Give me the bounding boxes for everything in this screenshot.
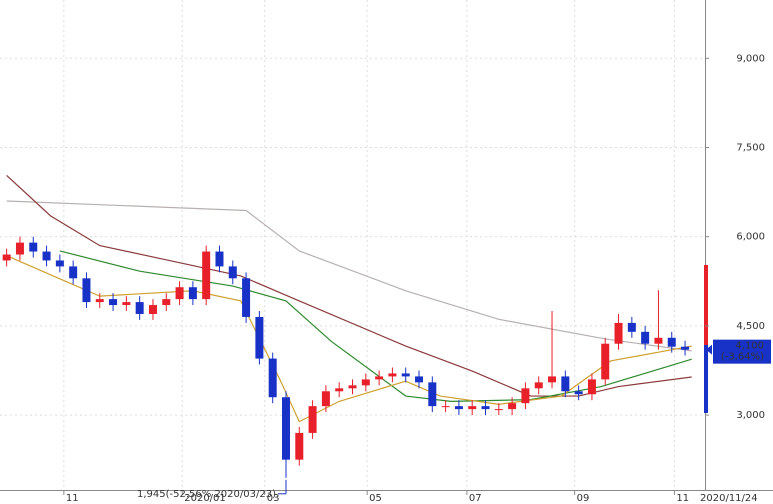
candle-body xyxy=(228,266,237,279)
candle-body xyxy=(654,337,663,344)
last-change: (-3.64%) xyxy=(721,352,764,363)
candle-body xyxy=(614,322,623,344)
candle-body xyxy=(109,299,118,306)
candle-body xyxy=(454,406,463,410)
candle-body xyxy=(175,287,184,300)
x-tick-label: 11 xyxy=(676,493,689,504)
x-tick-label: 03 xyxy=(267,493,280,504)
moving-average-line xyxy=(6,174,692,397)
candle-body xyxy=(15,242,24,255)
candle-body xyxy=(268,358,277,398)
last-price: 4,100 xyxy=(735,341,764,352)
candle-body xyxy=(242,278,251,317)
candle-body xyxy=(95,299,104,303)
candle-body xyxy=(548,376,557,383)
candle-body xyxy=(69,266,78,279)
candle-body xyxy=(508,403,517,410)
x-tick-label: 05 xyxy=(369,493,382,504)
y-tick-label: 3,000 xyxy=(736,410,765,421)
candle-body xyxy=(627,322,636,332)
x-tick-label: 07 xyxy=(469,493,482,504)
candle-body xyxy=(29,242,38,252)
candle-body xyxy=(401,373,410,377)
candle-body xyxy=(574,391,583,395)
candle-body xyxy=(441,406,450,408)
candle-body xyxy=(122,302,131,306)
current-date: 2020/11/24 xyxy=(700,493,758,504)
candle-body xyxy=(587,379,596,395)
candle-body xyxy=(281,397,290,460)
candle-body xyxy=(335,388,344,392)
candle-body xyxy=(681,346,690,350)
candle-body xyxy=(641,331,650,344)
candle-body xyxy=(494,409,503,411)
y-tick-label: 6,000 xyxy=(736,232,765,243)
candle-body xyxy=(481,406,490,410)
candle-body xyxy=(188,287,197,300)
candle-body xyxy=(42,251,51,261)
candle-body xyxy=(162,299,171,306)
candle-body xyxy=(375,376,384,380)
y-tick-label: 7,500 xyxy=(736,142,765,153)
candle-body xyxy=(55,260,64,267)
candle-body xyxy=(561,376,570,392)
candle-body xyxy=(601,343,610,380)
candle-body xyxy=(667,337,676,347)
candle-body xyxy=(348,385,357,389)
x-tick-label: 11 xyxy=(66,493,79,504)
candle-body xyxy=(202,251,211,300)
candle-body xyxy=(135,302,144,314)
candle-body xyxy=(2,254,11,261)
candle-body xyxy=(468,406,477,410)
candle-body xyxy=(82,278,91,303)
candle-body xyxy=(388,373,397,377)
x-tick-label: 09 xyxy=(577,493,590,504)
candle-body xyxy=(521,388,530,404)
range-bar-down xyxy=(704,345,708,413)
last-price-box xyxy=(713,339,771,364)
x-tick-label: 2020/01 xyxy=(184,493,226,504)
candle-body xyxy=(361,379,370,386)
candle-body xyxy=(148,305,157,314)
y-tick-label: 4,500 xyxy=(736,321,765,332)
last-price-marker xyxy=(706,344,712,355)
candle-body xyxy=(215,251,224,267)
range-bar-up xyxy=(704,265,708,345)
y-tick-label: 9,000 xyxy=(736,53,765,64)
candle-body xyxy=(308,406,317,433)
candle-body xyxy=(255,316,264,359)
candle-body xyxy=(534,382,543,389)
candle-body xyxy=(295,432,304,460)
annotation: 1,945(-52.56% 2020/03/23) xyxy=(137,489,276,500)
candle-body xyxy=(321,391,330,407)
candle-body xyxy=(415,376,424,383)
candle-body xyxy=(428,382,437,407)
